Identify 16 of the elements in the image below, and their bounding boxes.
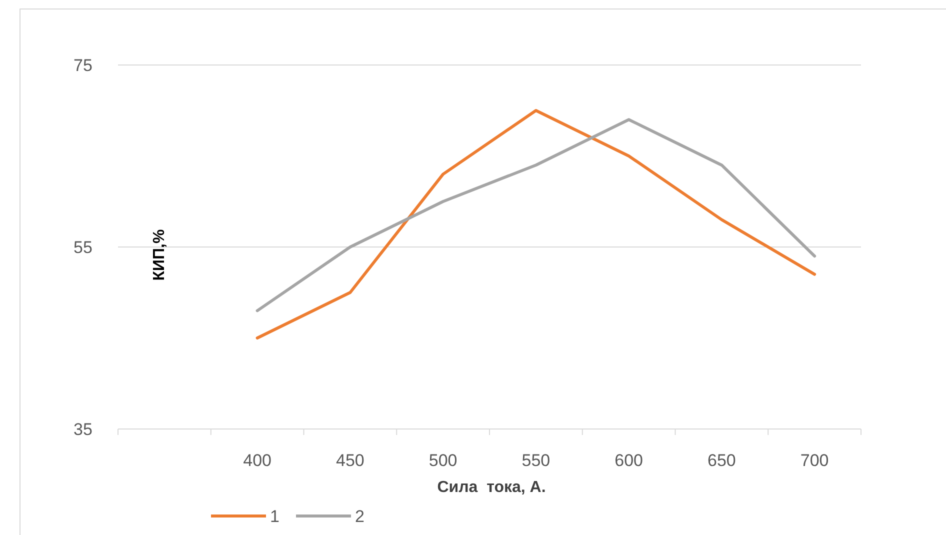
x-axis-title: Сила тока, А. bbox=[437, 479, 546, 496]
x-tick-label: 700 bbox=[800, 451, 829, 470]
legend-label: 2 bbox=[355, 506, 364, 526]
x-tick-label: 400 bbox=[243, 451, 272, 470]
line-series bbox=[256, 109, 816, 340]
legend-label: 1 bbox=[270, 506, 280, 526]
line-series bbox=[256, 118, 816, 312]
y-axis-title: КИП,% bbox=[151, 229, 168, 281]
y-tick-label: 35 bbox=[74, 420, 92, 439]
y-tick-label: 75 bbox=[74, 56, 92, 75]
x-tick-label: 500 bbox=[428, 451, 458, 470]
y-tick-label: 55 bbox=[74, 238, 92, 257]
x-tick-label: 600 bbox=[614, 451, 643, 470]
x-tick-label: 550 bbox=[522, 451, 550, 470]
x-tick-label: 450 bbox=[336, 451, 364, 470]
x-tick-label: 650 bbox=[708, 451, 736, 470]
